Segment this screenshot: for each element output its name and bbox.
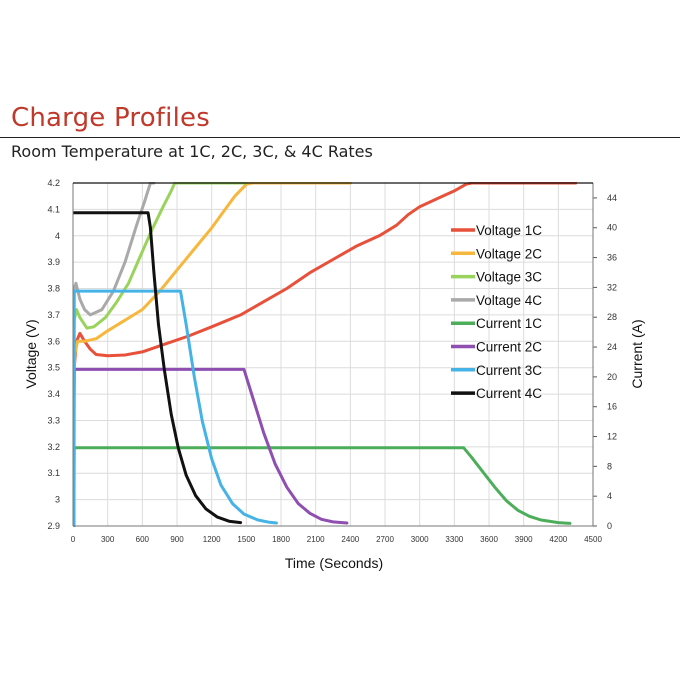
legend-label: Current 1C: [476, 316, 542, 331]
y-left-tick-label: 2.9: [47, 521, 60, 531]
y-right-tick-label: 36: [607, 253, 617, 263]
y-right-tick-label: 4: [607, 491, 612, 501]
y-left-tick-label: 3.6: [47, 336, 60, 346]
y-axis-label-right: Current (A): [629, 319, 645, 388]
y-left-tick-label: 3.8: [47, 284, 60, 294]
series-line-voltage-3c: [73, 182, 248, 470]
x-tick-label: 2100: [307, 535, 325, 544]
y-right-tick-label: 40: [607, 223, 617, 233]
legend-label: Current 2C: [476, 340, 542, 355]
y-left-tick-label: 4.2: [47, 178, 60, 188]
x-tick-label: 300: [101, 535, 115, 544]
y-right-tick-label: 32: [607, 282, 617, 292]
page-subtitle: Room Temperature at 1C, 2C, 3C, & 4C Rat…: [11, 142, 373, 161]
y-left-tick-label: 3.5: [47, 363, 60, 373]
title-divider: [0, 137, 680, 138]
legend-label: Current 3C: [476, 363, 542, 378]
y-right-tick-label: 20: [607, 372, 617, 382]
y-right-tick-label: 28: [607, 312, 617, 322]
legend-label: Voltage 3C: [476, 270, 542, 285]
legend-label: Voltage 1C: [476, 223, 542, 238]
y-left-tick-label: 3.9: [47, 257, 60, 267]
x-tick-label: 900: [170, 535, 184, 544]
y-left-tick-label: 3.1: [47, 468, 60, 478]
x-tick-label: 1200: [203, 535, 221, 544]
x-tick-label: 3900: [515, 535, 533, 544]
x-tick-label: 1500: [237, 535, 255, 544]
series-line-voltage-4c: [73, 182, 156, 449]
y-right-tick-label: 0: [607, 521, 612, 531]
x-tick-label: 1800: [272, 535, 290, 544]
y-right-tick-label: 8: [607, 461, 612, 471]
legend-label: Voltage 4C: [476, 293, 542, 308]
x-tick-label: 3600: [480, 535, 498, 544]
x-tick-label: 2400: [341, 535, 359, 544]
series-line-current-1c: [73, 446, 572, 527]
series-line-current-3c: [73, 289, 278, 527]
legend-label: Voltage 2C: [476, 246, 542, 261]
legend-label: Current 4C: [476, 386, 542, 401]
y-left-tick-label: 4.1: [47, 204, 60, 214]
y-right-tick-label: 12: [607, 432, 617, 442]
x-tick-label: 4200: [549, 535, 567, 544]
y-right-tick-label: 16: [607, 402, 617, 412]
y-axis-label-left: Voltage (V): [23, 319, 39, 388]
axes: [72, 182, 597, 527]
y-left-tick-label: 4: [55, 231, 60, 241]
x-axis-label: Time (Seconds): [285, 555, 383, 571]
x-tick-label: 4500: [584, 535, 602, 544]
y-left-tick-label: 3.3: [47, 415, 60, 425]
y-left-tick-label: 3.2: [47, 442, 60, 452]
y-left-tick-label: 3: [55, 495, 60, 505]
y-left-tick-label: 3.4: [47, 389, 60, 399]
y-right-tick-label: 44: [607, 193, 617, 203]
x-tick-label: 3300: [445, 535, 463, 544]
x-tick-label: 0: [71, 535, 76, 544]
series-line-current-4c: [73, 211, 243, 525]
x-tick-label: 600: [136, 535, 150, 544]
y-right-tick-label: 24: [607, 342, 617, 352]
y-left-tick-label: 3.7: [47, 310, 60, 320]
series-line-voltage-1c: [73, 182, 578, 488]
x-tick-label: 2700: [376, 535, 394, 544]
tick-labels: 0 300 600 900 1200 1500 1800 2100 2400 2700 3000 33…: [47, 178, 617, 544]
series-lines: [73, 182, 578, 527]
page-title: Charge Profiles: [11, 103, 210, 133]
x-tick-label: 3000: [411, 535, 429, 544]
legend: Voltage 1C Voltage 2C Voltage 3C Voltage 4C…: [451, 223, 542, 401]
